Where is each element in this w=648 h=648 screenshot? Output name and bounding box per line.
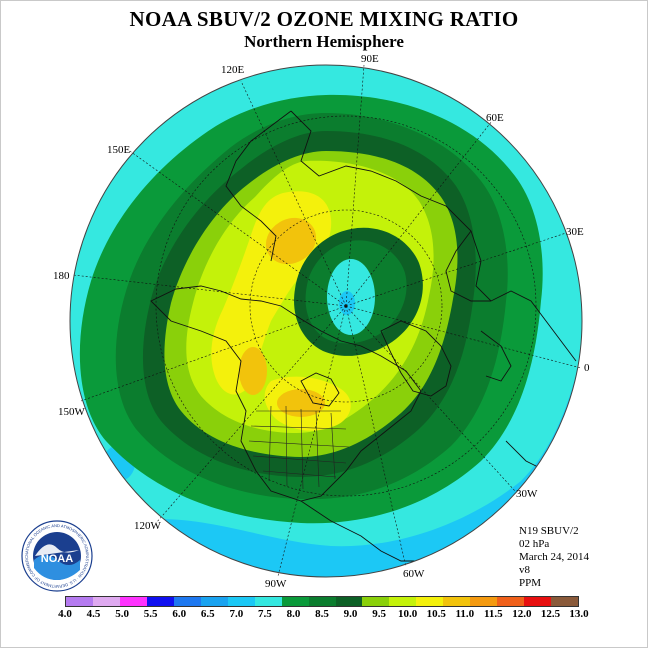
noaa-logo-text: NOAA [41,553,73,565]
colorbar-tick-label: 8.0 [286,608,301,620]
meridian-60e [345,120,493,307]
colorbar-tick-label: 11.0 [455,608,475,620]
meridian-30w [345,305,516,492]
colorbar-tick-label: 11.5 [484,608,503,620]
colorbar-swatch [362,597,390,606]
meridian-90e [345,64,365,307]
coastlines [150,110,577,562]
colorbar-tick-label: 7.5 [258,608,272,620]
field-11-11.5-b [239,347,267,395]
colorbar-tick-label: 9.5 [372,608,386,620]
colorbar-swatch [173,597,201,606]
colorbar-tick-label: 4.5 [86,608,101,620]
colorbar-tick-label: 4.0 [58,608,72,620]
meridian-90w [277,305,347,577]
noaa-logo: NOAA NATIONAL OCEANIC AND ATMOSPHERIC AD… [21,520,93,592]
colorbar-swatch [281,597,309,606]
map-title: NOAA SBUV/2 OZONE MIXING RATIO [129,7,519,31]
info-units: PPM [519,577,542,589]
colorbar-tick-label: 12.0 [512,608,532,620]
lon-label-150w: 150W [58,406,86,418]
colorbar-swatch [146,597,174,606]
colorbar [65,596,579,607]
lon-label-30e: 30E [566,226,584,238]
meridian-60w [345,305,407,568]
lon-label-120e: 120E [221,64,245,76]
colorbar-tick-labels: 4.0 4.5 5.0 5.5 6.0 6.5 7.0 7.5 8.0 8.5 9.0 9.5 10.0… [58,608,589,624]
colorbar-tick-label: 13.0 [569,608,589,620]
lat-circle-30 [155,115,537,497]
colorbar-tick-label: 5.5 [143,608,158,620]
colorbar-swatch [335,597,363,606]
meridian-150w [80,305,347,402]
colorbar-tick-label: 6.5 [200,608,215,620]
lon-label-0: 0 [584,362,590,374]
colorbar-swatch [227,597,255,606]
colorbar-swatch [389,597,417,606]
coast-hudson-bay [300,372,340,407]
colorbar-tick-label: 8.5 [315,608,329,620]
map-boundary [69,64,583,578]
info-version: v8 [519,564,530,576]
colorbar-swatch [470,597,498,606]
lon-label-90e: 90E [361,53,379,65]
lon-label-150e: 150E [107,144,131,156]
graticule [72,64,582,577]
meridian-120w [155,305,347,524]
meridian-150e [126,148,347,307]
coast-north-america [150,285,422,502]
meridian-0 [345,305,582,369]
colorbar-swatch [497,597,525,606]
lon-label-30w: 30W [516,488,538,500]
colorbar-tick-label: 10.0 [398,608,418,620]
info-block: N19 SBUV/2 02 hPa March 24, 2014 v8 PPM [519,525,589,590]
info-date: March 24, 2014 [519,551,589,563]
lon-label-90w: 90W [265,578,287,590]
ozone-field [70,65,582,577]
colorbar-tick-label: 12.5 [540,608,561,620]
coast-scandinavia [445,230,512,382]
us-state-lines [248,405,350,490]
lat-circle-60 [249,209,443,403]
lon-label-60w: 60W [403,568,425,580]
colorbar-tick-label: 10.5 [426,608,446,620]
us-state-grid [248,405,350,490]
colorbar-swatch [119,597,147,606]
info-pressure-level: 02 hPa [519,538,550,550]
colorbar-tick-label: 7.0 [229,608,244,620]
colorbar-swatch [66,597,93,606]
meridian-180 [72,274,347,307]
lon-label-60e: 60E [486,112,504,124]
colorbar-swatch [524,597,552,606]
map-subtitle: Northern Hemisphere [244,32,404,51]
coast-greenland [380,320,452,397]
meridian-120e [240,80,347,307]
info-instrument: N19 SBUV/2 [519,525,579,537]
colorbar-tick-label: 9.0 [343,608,358,620]
colorbar-swatch [416,597,444,606]
meridian-30e [345,232,567,307]
colorbar-tick-label: 6.0 [172,608,187,620]
lon-label-180: 180 [53,270,70,282]
colorbar-swatch [443,597,471,606]
field-11-11.5-a [265,217,317,265]
colorbar-swatch [254,597,282,606]
colorbar-tick-label: 5.0 [115,608,129,620]
lon-label-120w: 120W [134,520,162,532]
coast-eurasia [290,110,577,362]
colorbar-swatch [308,597,336,606]
colorbar-swatch [551,597,579,606]
colorbar-swatch [200,597,228,606]
colorbar-swatch [92,597,120,606]
